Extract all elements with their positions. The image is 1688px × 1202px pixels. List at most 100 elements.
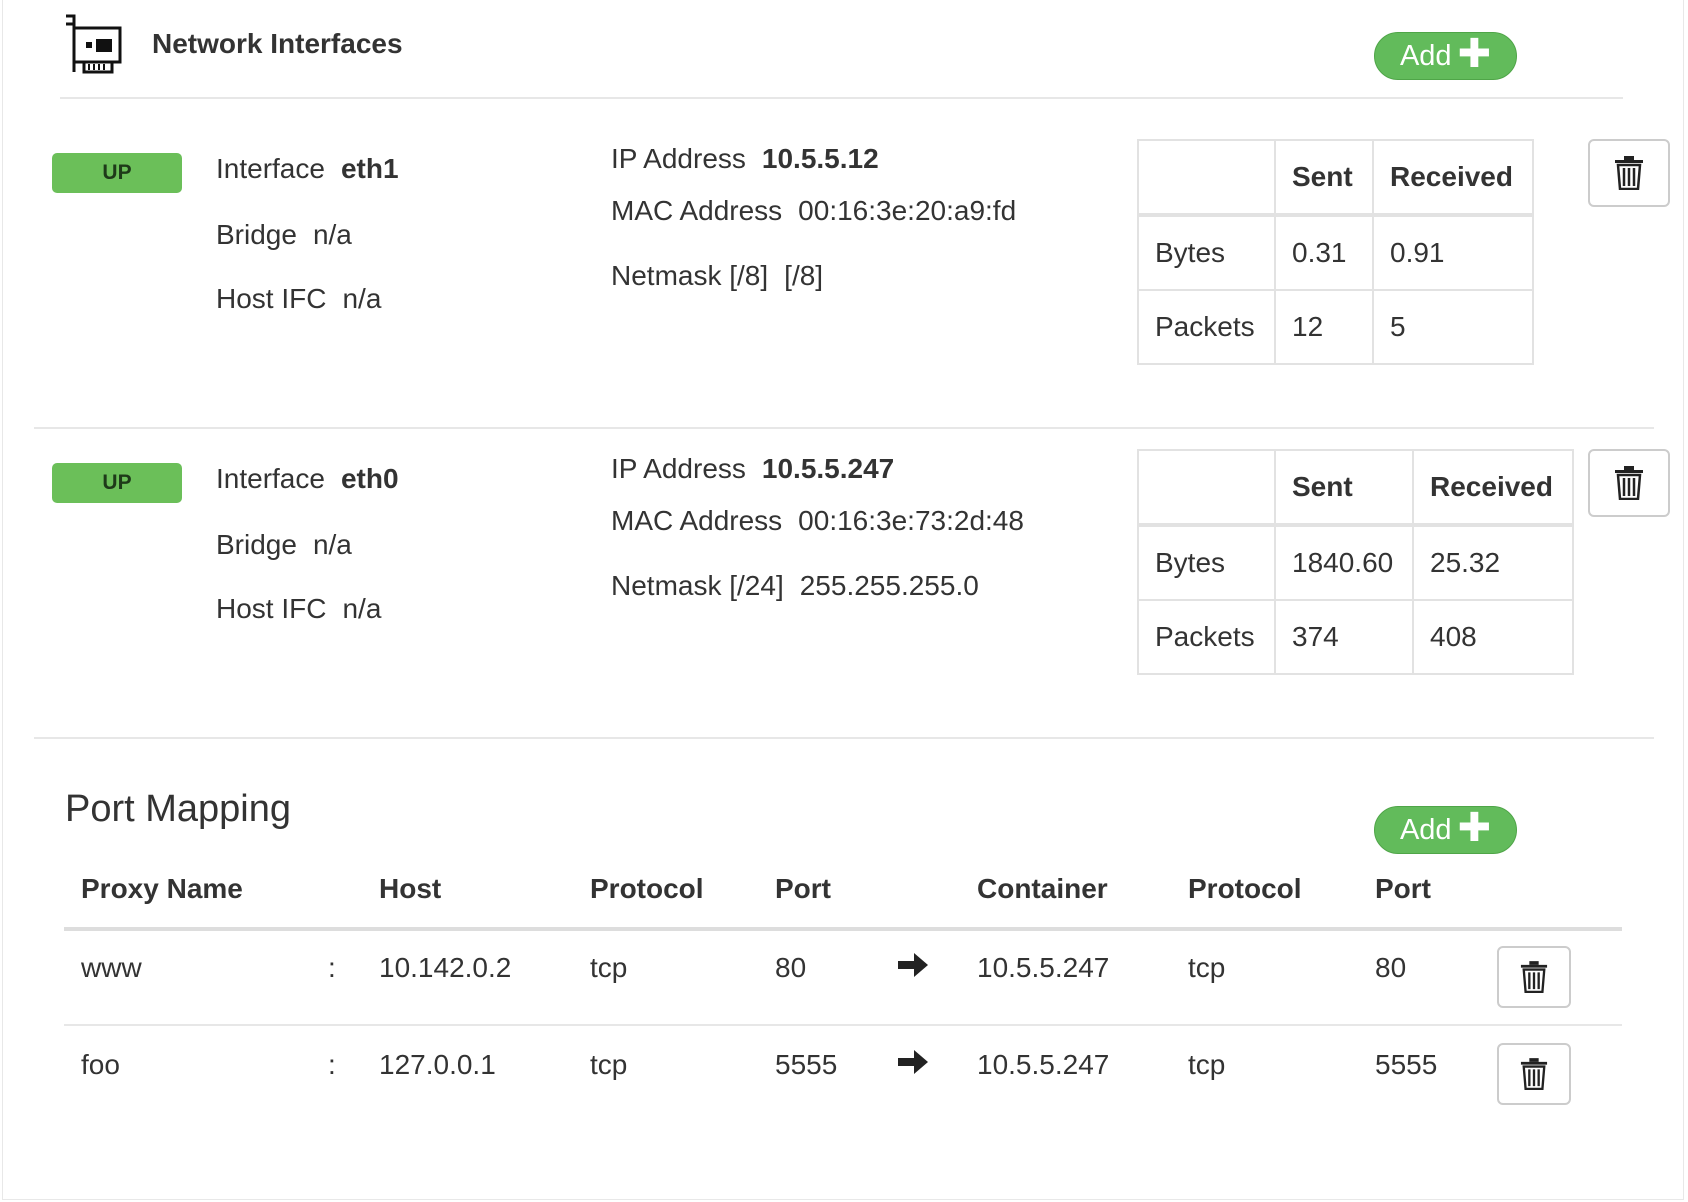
mac-value: 00:16:3e:20:a9:fd — [798, 195, 1017, 226]
ip-value: 10.5.5.12 — [761, 143, 879, 174]
interface-name: Interface eth1 — [216, 153, 399, 185]
mac-label: MAC Address — [611, 195, 783, 226]
netmask-label: Netmask [/24] — [611, 570, 784, 601]
bytes-sent: 1840.60 — [1274, 524, 1414, 601]
packets-sent: 12 — [1274, 289, 1374, 365]
packets-label: Packets — [1137, 599, 1276, 675]
bytes-label: Bytes — [1137, 214, 1276, 291]
status-badge: UP — [52, 463, 182, 503]
add-label: Add — [1399, 39, 1452, 72]
bridge-label: Bridge — [216, 529, 297, 560]
ip-address: IP Address 10.5.5.12 — [611, 143, 879, 175]
proxy-name: www — [81, 952, 142, 983]
host-ifc-value: n/a — [342, 593, 382, 624]
col-host-port: Port — [775, 873, 831, 904]
packets-received: 408 — [1412, 599, 1574, 675]
col-container: Container — [977, 873, 1108, 904]
col-host: Host — [379, 873, 442, 904]
bridge: Bridge n/a — [216, 529, 352, 561]
separator: : — [328, 1049, 336, 1080]
trash-icon — [1615, 466, 1643, 500]
table-header-divider — [64, 927, 1622, 931]
interface-value: eth0 — [340, 463, 399, 494]
traffic-stats-table: Sent Received Bytes 0.31 0.91 Packets 12… — [1137, 139, 1534, 365]
delete-interface-button[interactable] — [1588, 139, 1670, 207]
host: 10.142.0.2 — [379, 952, 512, 983]
host-ifc: Host IFC n/a — [216, 593, 381, 625]
netmask-value: [/8] — [784, 260, 824, 291]
arrow-right-icon — [898, 953, 928, 977]
container-port: 80 — [1375, 952, 1407, 983]
netmask-value: 255.255.255.0 — [799, 570, 979, 601]
divider — [60, 97, 1623, 99]
separator: : — [328, 952, 336, 983]
divider — [34, 737, 1654, 739]
add-interface-button[interactable]: Add ✚ — [1374, 32, 1517, 80]
interface-label: Interface — [216, 153, 325, 184]
delete-port-mapping-button[interactable] — [1497, 946, 1571, 1008]
container-address: 10.5.5.247 — [977, 1049, 1110, 1080]
col-container-port: Port — [1375, 873, 1431, 904]
sent-header: Sent — [1274, 139, 1374, 217]
trash-icon — [1520, 961, 1548, 993]
host-ifc-label: Host IFC — [216, 593, 327, 624]
mac-value: 00:16:3e:73:2d:48 — [798, 505, 1024, 536]
packets-label: Packets — [1137, 289, 1276, 365]
bridge-value: n/a — [312, 529, 352, 560]
port-mapping-title: Port Mapping — [65, 788, 292, 830]
proxy-name: foo — [81, 1049, 120, 1080]
packets-sent: 374 — [1274, 599, 1414, 675]
status-badge: UP — [52, 153, 182, 193]
stats-corner — [1137, 449, 1276, 527]
host: 127.0.0.1 — [379, 1049, 496, 1080]
mac-address: MAC Address 00:16:3e:20:a9:fd — [611, 195, 1016, 227]
host-protocol: tcp — [590, 1049, 628, 1080]
mac-label: MAC Address — [611, 505, 783, 536]
interface-value: eth1 — [340, 153, 399, 184]
host-ifc-label: Host IFC — [216, 283, 327, 314]
host-protocol: tcp — [590, 952, 628, 983]
ip-label: IP Address — [611, 143, 746, 174]
plus-icon: ✚ — [1457, 806, 1492, 850]
host-port: 80 — [775, 952, 807, 983]
mac-address: MAC Address 00:16:3e:73:2d:48 — [611, 505, 1024, 537]
col-host-protocol: Protocol — [590, 873, 704, 904]
ip-label: IP Address — [611, 453, 746, 484]
host-ifc: Host IFC n/a — [216, 283, 381, 315]
ip-address: IP Address 10.5.5.247 — [611, 453, 894, 485]
netmask-label: Netmask [/8] — [611, 260, 769, 291]
interface-label: Interface — [216, 463, 325, 494]
ip-value: 10.5.5.247 — [761, 453, 895, 484]
arrow-right-icon — [898, 1050, 928, 1074]
section-title: Network Interfaces — [152, 28, 403, 59]
plus-icon: ✚ — [1457, 32, 1492, 76]
divider — [34, 427, 1654, 429]
add-port-mapping-button[interactable]: Add ✚ — [1374, 806, 1517, 854]
col-proxy-name: Proxy Name — [81, 873, 243, 904]
container-protocol: tcp — [1188, 952, 1226, 983]
bytes-label: Bytes — [1137, 524, 1276, 601]
row-divider — [64, 1024, 1622, 1026]
received-header: Received — [1372, 139, 1534, 217]
bytes-sent: 0.31 — [1274, 214, 1374, 291]
traffic-stats-table: Sent Received Bytes 1840.60 25.32 Packet… — [1137, 449, 1574, 675]
bridge-value: n/a — [312, 219, 352, 250]
delete-interface-button[interactable] — [1588, 449, 1670, 517]
netmask: Netmask [/24] 255.255.255.0 — [611, 570, 979, 602]
delete-port-mapping-button[interactable] — [1497, 1043, 1571, 1105]
stats-corner — [1137, 139, 1276, 217]
host-port: 5555 — [775, 1049, 838, 1080]
add-label: Add — [1399, 813, 1452, 846]
sent-header: Sent — [1274, 449, 1414, 527]
container-address: 10.5.5.247 — [977, 952, 1110, 983]
bridge: Bridge n/a — [216, 219, 352, 251]
container-port: 5555 — [1375, 1049, 1438, 1080]
network-card-icon — [66, 14, 122, 74]
trash-icon — [1615, 156, 1643, 190]
bridge-label: Bridge — [216, 219, 297, 250]
received-header: Received — [1412, 449, 1574, 527]
packets-received: 5 — [1372, 289, 1534, 365]
host-ifc-value: n/a — [342, 283, 382, 314]
bytes-received: 25.32 — [1412, 524, 1574, 601]
